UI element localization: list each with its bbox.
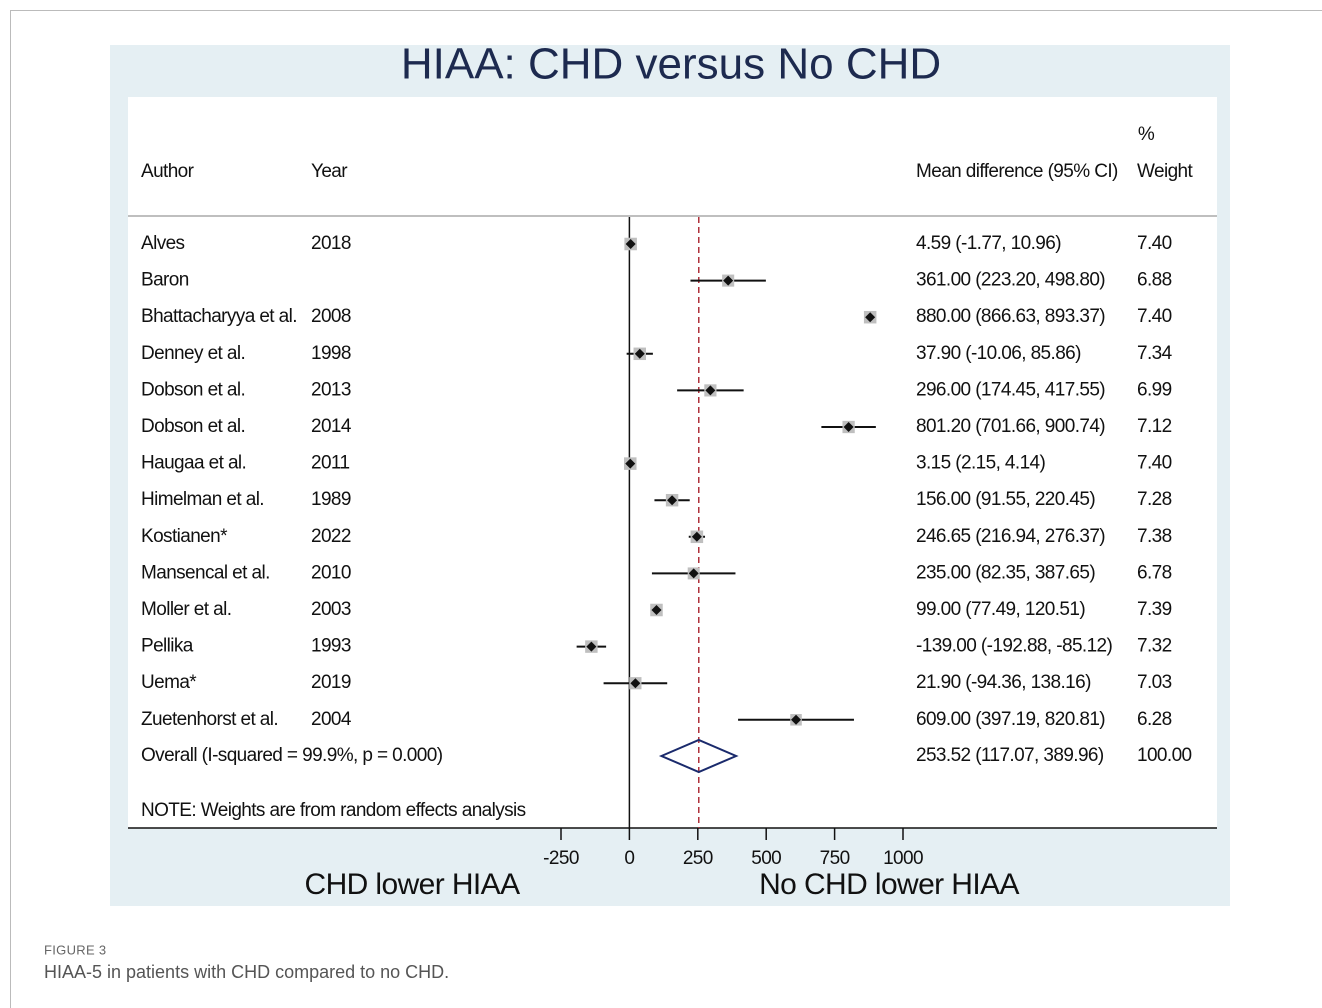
weight-label: 6.28 bbox=[1137, 709, 1172, 730]
author: Dobson et al. bbox=[141, 416, 245, 437]
weight-label: 6.99 bbox=[1137, 379, 1172, 400]
point-marker bbox=[651, 605, 662, 615]
author: Denney et al. bbox=[141, 343, 245, 364]
weight-header: Weight bbox=[1137, 161, 1194, 182]
weight-label: 7.38 bbox=[1137, 526, 1172, 547]
weight-label: 7.03 bbox=[1137, 672, 1172, 693]
year: 2019 bbox=[311, 672, 351, 693]
year: 2014 bbox=[311, 416, 352, 437]
year-header: Year bbox=[311, 161, 348, 182]
note: NOTE: Weights are from random effects an… bbox=[141, 800, 526, 821]
left-axis-label: CHD lower HIAA bbox=[305, 868, 521, 901]
year: 1998 bbox=[311, 343, 351, 364]
author: Moller et al. bbox=[141, 599, 231, 620]
effect-label: 609.00 (397.19, 820.81) bbox=[916, 709, 1105, 730]
weight-label: 7.12 bbox=[1137, 416, 1172, 437]
plot-area bbox=[128, 97, 1217, 828]
author: Alves bbox=[141, 233, 185, 254]
year: 2004 bbox=[311, 709, 352, 730]
point-marker bbox=[586, 641, 597, 652]
point-marker bbox=[843, 422, 854, 432]
point-marker bbox=[723, 275, 734, 286]
author-header: Author bbox=[141, 161, 195, 182]
point-marker bbox=[625, 239, 636, 249]
effect-label: 296.00 (174.45, 417.55) bbox=[916, 379, 1105, 400]
effect-label: 99.00 (77.49, 120.51) bbox=[916, 599, 1085, 620]
overall-effect-label: 253.52 (117.07, 389.96) bbox=[916, 745, 1104, 766]
weight-label: 7.40 bbox=[1137, 233, 1172, 254]
point-marker bbox=[630, 678, 641, 689]
figure-label: FIGURE 3 bbox=[44, 942, 106, 957]
year: 1993 bbox=[311, 636, 351, 657]
point-marker bbox=[625, 458, 636, 469]
point-marker bbox=[667, 495, 678, 506]
x-tick-label: -250 bbox=[543, 848, 579, 869]
year: 2018 bbox=[311, 233, 351, 254]
effect-label: 4.59 (-1.77, 10.96) bbox=[916, 233, 1061, 254]
right-axis-label: No CHD lower HIAA bbox=[759, 868, 1019, 901]
point-marker bbox=[688, 568, 699, 579]
point-marker bbox=[865, 312, 876, 323]
x-tick-label: 250 bbox=[683, 848, 713, 869]
weight-unit: % bbox=[1138, 124, 1155, 145]
point-marker bbox=[691, 531, 702, 542]
weight-label: 7.32 bbox=[1137, 636, 1172, 657]
author: Himelman et al. bbox=[141, 489, 264, 510]
author: Haugaa et al. bbox=[141, 453, 246, 474]
effect-label: 235.00 (82.35, 387.65) bbox=[916, 562, 1095, 583]
point-marker bbox=[791, 714, 802, 725]
effect-label: 3.15 (2.15, 4.14) bbox=[916, 453, 1046, 474]
figure-caption: HIAA-5 in patients with CHD compared to … bbox=[44, 962, 449, 982]
weight-label: 7.40 bbox=[1137, 306, 1172, 327]
x-tick-label: 1000 bbox=[883, 848, 923, 869]
x-tick-label: 750 bbox=[820, 848, 850, 869]
weight-label: 6.88 bbox=[1137, 270, 1172, 291]
weight-label: 7.34 bbox=[1137, 343, 1173, 364]
author: Dobson et al. bbox=[141, 379, 245, 400]
overall-weight-label: 100.00 bbox=[1137, 745, 1192, 766]
year: 2013 bbox=[311, 379, 351, 400]
year: 1989 bbox=[311, 489, 351, 510]
author: Kostianen* bbox=[141, 526, 228, 547]
effect-label: 156.00 (91.55, 220.45) bbox=[916, 489, 1095, 510]
x-tick-label: 0 bbox=[624, 848, 634, 869]
weight-label: 6.78 bbox=[1137, 562, 1172, 583]
author: Uema* bbox=[141, 672, 197, 693]
x-tick-label: 500 bbox=[751, 848, 781, 869]
author: Baron bbox=[141, 270, 189, 291]
year: 2010 bbox=[311, 562, 351, 583]
effect-label: 37.90 (-10.06, 85.86) bbox=[916, 343, 1081, 364]
chart-title: HIAA: CHD versus No CHD bbox=[401, 40, 941, 89]
overall-diamond bbox=[658, 738, 739, 774]
effect-label: 21.90 (-94.36, 138.16) bbox=[916, 672, 1091, 693]
author: Pellika bbox=[141, 636, 194, 657]
author: Bhattacharyya et al. bbox=[141, 306, 297, 327]
overall-label: Overall (I-squared = 99.9%, p = 0.000) bbox=[141, 745, 443, 766]
effect-header: Mean difference (95% CI) bbox=[916, 161, 1118, 182]
author: Zuetenhorst et al. bbox=[141, 709, 278, 730]
weight-label: 7.28 bbox=[1137, 489, 1172, 510]
year: 2011 bbox=[311, 453, 349, 474]
effect-label: 246.65 (216.94, 276.37) bbox=[916, 526, 1105, 547]
effect-label: -139.00 (-192.88, -85.12) bbox=[916, 636, 1113, 657]
year: 2022 bbox=[311, 526, 351, 547]
weight-label: 7.39 bbox=[1137, 599, 1172, 620]
weight-label: 7.40 bbox=[1137, 453, 1172, 474]
effect-label: 880.00 (866.63, 893.37) bbox=[916, 306, 1105, 327]
year: 2003 bbox=[311, 599, 351, 620]
effect-label: 801.20 (701.66, 900.74) bbox=[916, 416, 1105, 437]
point-marker bbox=[705, 385, 716, 396]
author: Mansencal et al. bbox=[141, 562, 270, 583]
year: 2008 bbox=[311, 306, 351, 327]
effect-label: 361.00 (223.20, 498.80) bbox=[916, 270, 1105, 291]
point-marker bbox=[634, 348, 645, 359]
